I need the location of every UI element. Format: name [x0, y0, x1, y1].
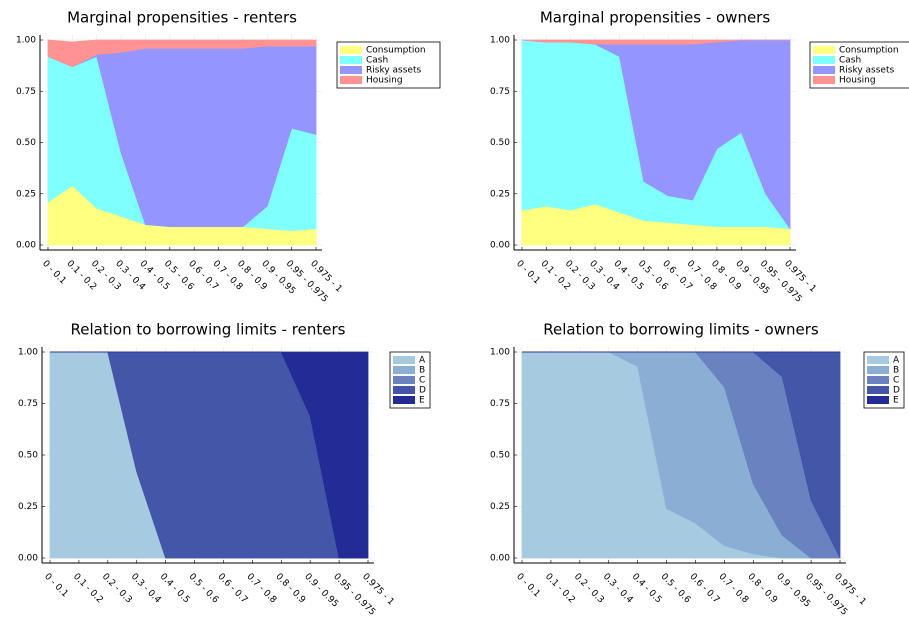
- legend-swatch: [867, 386, 889, 394]
- y-tick-label: 0.75: [490, 399, 510, 409]
- x-tick-label: 0.3 - 0.4: [601, 572, 635, 606]
- legend-label: Risky assets: [839, 66, 894, 76]
- y-tick-label: 1.00: [16, 36, 36, 46]
- chart-title: Marginal propensities - renters: [67, 9, 297, 27]
- area: [50, 351, 369, 559]
- legend-label: Cash: [366, 56, 388, 66]
- legend-swatch: [813, 56, 835, 64]
- y-tick-label: 0.25: [490, 189, 510, 199]
- y-tick-label: 0.00: [18, 554, 38, 564]
- y-tick-label: 0.25: [16, 189, 36, 199]
- x-tick-label: 0.7 - 0.8: [716, 572, 750, 606]
- y-tick-label: 1.00: [18, 348, 38, 358]
- x-tick-label: 0.1 - 0.2: [543, 572, 577, 606]
- x-tick-label: 0.6 - 0.7: [688, 572, 722, 606]
- x-tick-label: 0 - 0.1: [40, 259, 68, 287]
- y-tick-label: 0.00: [16, 241, 36, 251]
- y-tick-label: 0.50: [490, 138, 510, 148]
- legend-swatch: [340, 56, 362, 64]
- chart-title: Relation to borrowing limits - owners: [543, 321, 819, 339]
- legend-label: C: [419, 376, 425, 386]
- legend-label: A: [893, 356, 900, 366]
- x-tick-label: 0.5 - 0.6: [659, 572, 693, 606]
- legend-label: Consumption: [366, 46, 426, 56]
- x-tick-label: 0.7 - 0.8: [244, 572, 278, 606]
- legend-label: Risky assets: [366, 66, 421, 76]
- y-tick-label: 1.00: [490, 348, 510, 358]
- legend-label: E: [893, 396, 899, 406]
- y-tick-label: 0.00: [490, 241, 510, 251]
- x-tick-label: 0.1 - 0.2: [71, 572, 105, 606]
- legend-swatch: [813, 46, 835, 54]
- legend-swatch: [867, 356, 889, 364]
- x-tick-label: 0 - 0.1: [514, 572, 542, 600]
- legend-label: Housing: [366, 76, 403, 86]
- legend-swatch: [340, 76, 362, 84]
- legend-swatch: [340, 46, 362, 54]
- legend-label: C: [893, 376, 899, 386]
- legend-label: B: [419, 366, 425, 376]
- legend-swatch: [393, 376, 415, 384]
- x-tick-label: 0.4 - 0.5: [630, 572, 664, 606]
- x-tick-label: 0.3 - 0.4: [129, 572, 163, 606]
- legend-swatch: [813, 66, 835, 74]
- legend-swatch: [813, 76, 835, 84]
- x-tick-label: 0.8 - 0.9: [745, 572, 779, 606]
- legend-label: Cash: [839, 56, 861, 66]
- legend-swatch: [393, 396, 415, 404]
- x-tick-label: 0 - 0.1: [42, 572, 70, 600]
- y-tick-label: 0.00: [490, 554, 510, 564]
- legend-label: Consumption: [839, 46, 899, 56]
- x-tick-label: 0.5 - 0.6: [187, 572, 221, 606]
- legend-swatch: [867, 396, 889, 404]
- legend-label: B: [893, 366, 899, 376]
- y-tick-label: 0.75: [18, 399, 38, 409]
- y-tick-label: 0.25: [18, 502, 38, 512]
- y-tick-label: 0.50: [18, 451, 38, 461]
- x-tick-label: 0.6 - 0.7: [216, 572, 250, 606]
- legend-swatch: [340, 66, 362, 74]
- legend-swatch: [867, 366, 889, 374]
- legend-label: A: [419, 356, 426, 366]
- legend-swatch: [393, 366, 415, 374]
- area: [521, 39, 790, 45]
- y-tick-label: 0.50: [16, 138, 36, 148]
- y-tick-label: 0.50: [490, 451, 510, 461]
- legend-swatch: [393, 356, 415, 364]
- legend-swatch: [867, 376, 889, 384]
- x-tick-label: 0.8 - 0.9: [273, 572, 307, 606]
- x-tick-label: 0 - 0.1: [514, 259, 542, 287]
- y-tick-label: 0.75: [16, 87, 36, 97]
- x-tick-label: 0.4 - 0.5: [158, 572, 192, 606]
- y-tick-label: 1.00: [490, 36, 510, 46]
- legend-label: Housing: [839, 76, 876, 86]
- legend-label: D: [893, 386, 900, 396]
- x-tick-label: 0.2 - 0.3: [100, 572, 134, 606]
- y-tick-label: 0.75: [490, 87, 510, 97]
- x-tick-label: 0.2 - 0.3: [572, 572, 606, 606]
- legend-swatch: [393, 386, 415, 394]
- chart-title: Marginal propensities - owners: [540, 9, 771, 27]
- legend-label: D: [419, 386, 426, 396]
- area: [47, 39, 317, 68]
- legend-label: E: [419, 396, 425, 406]
- chart-title: Relation to borrowing limits - renters: [71, 321, 346, 339]
- y-tick-label: 0.25: [490, 502, 510, 512]
